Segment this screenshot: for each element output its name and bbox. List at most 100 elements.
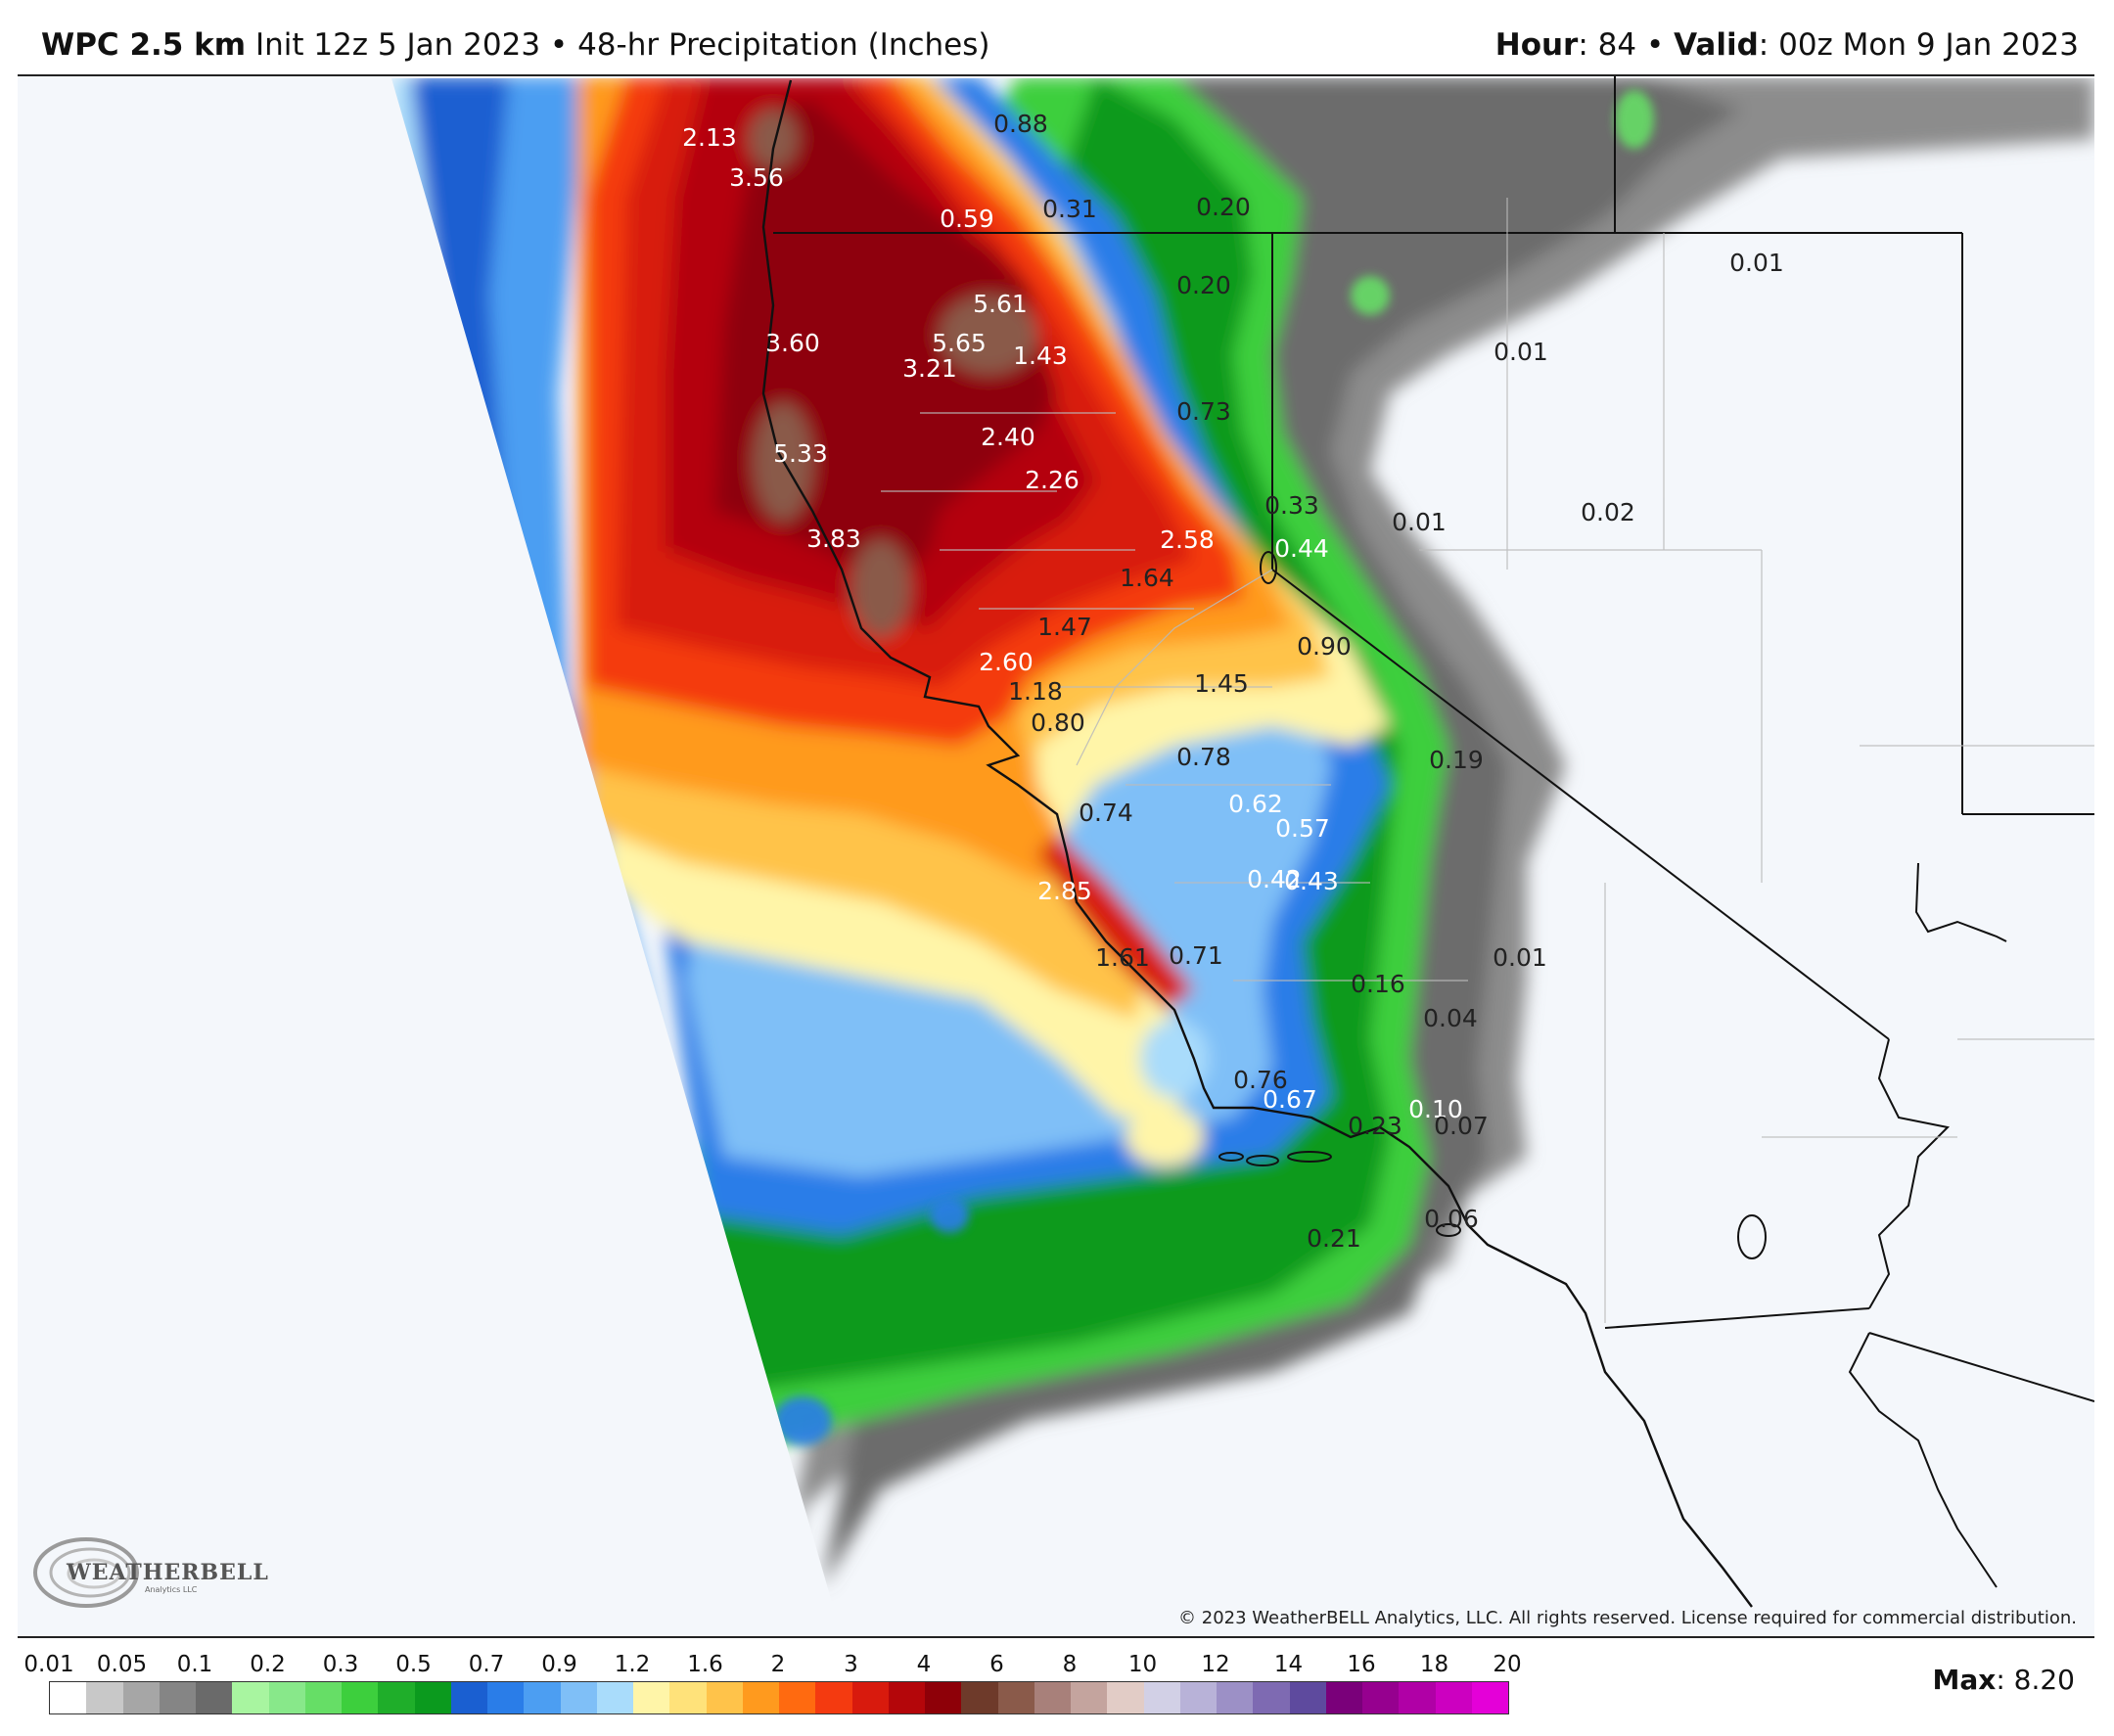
precip-value-label: 0.19: [1429, 746, 1484, 774]
legend-swatch: [851, 1682, 889, 1713]
precip-value-label: 3.21: [902, 354, 957, 383]
legend-swatch: [268, 1682, 305, 1713]
channel-islands: [1218, 1151, 1461, 1237]
color-legend: 0.01 0.05 0.1 0.2 0.3 0.5 0.7 0.9 1.2 1.6 2 3 4 6 8 10 1…: [0, 1640, 2114, 1736]
precip-value-label: 0.90: [1297, 632, 1352, 661]
coastline: [761, 79, 1753, 1608]
legend-swatch: [961, 1682, 998, 1713]
legend-swatch: [86, 1682, 123, 1713]
precip-value-label: 2.13: [682, 123, 737, 152]
logo-swirl-icon: [33, 1537, 139, 1608]
legend-swatch: [487, 1682, 525, 1713]
precip-value-label: 2.40: [981, 423, 1035, 451]
legend-swatch: [925, 1682, 962, 1713]
legend-swatch: [633, 1682, 670, 1713]
precip-value-label: 0.80: [1031, 708, 1085, 737]
legend-color-bar: [49, 1681, 1509, 1714]
precip-value-label: 0.10: [1408, 1095, 1463, 1123]
legend-tick-label: 0.9: [541, 1652, 577, 1677]
header-left: WPC 2.5 km Init 12z 5 Jan 2023 • 48-hr P…: [41, 27, 989, 63]
legend-swatch: [450, 1682, 487, 1713]
legend-swatch: [196, 1682, 233, 1713]
legend-swatch: [779, 1682, 816, 1713]
precip-value-label: 1.47: [1037, 613, 1092, 641]
legend-swatch: [159, 1682, 196, 1713]
separator-2: •: [1645, 27, 1665, 63]
weatherbell-logo: WEATHERBELL Analytics LLC: [27, 1529, 268, 1626]
precip-value-label: 0.57: [1275, 814, 1330, 843]
legend-tick-label: 1.2: [614, 1652, 651, 1677]
legend-tick-label: 4: [916, 1652, 932, 1677]
precip-value-label: 0.01: [1494, 338, 1548, 366]
county-lines: [881, 198, 2094, 1323]
max-label: Max: [1932, 1664, 1997, 1696]
precip-value-label: 0.02: [1581, 498, 1635, 526]
precip-value-label: 0.01: [1729, 249, 1784, 277]
precip-value-label: 0.23: [1348, 1112, 1402, 1140]
legend-swatch: [997, 1682, 1034, 1713]
precip-value-label: 0.04: [1423, 1004, 1478, 1032]
legend-swatch: [232, 1682, 269, 1713]
max-value-box: Max: 8.20: [1932, 1664, 2075, 1696]
precip-value-label: 0.31: [1042, 195, 1097, 223]
precip-value-label: 5.65: [932, 329, 987, 357]
logo-subtext: Analytics LLC: [145, 1585, 198, 1594]
legend-swatch: [414, 1682, 451, 1713]
precip-value-label: 0.43: [1284, 867, 1339, 895]
legend-tick-label: 14: [1273, 1652, 1304, 1677]
legend-swatch: [1253, 1682, 1290, 1713]
precip-value-label: 0.88: [993, 110, 1048, 138]
precip-value-label: 0.16: [1351, 970, 1405, 998]
legend-swatch: [1143, 1682, 1180, 1713]
precip-value-label: 0.67: [1263, 1085, 1317, 1114]
precip-value-label: 2.26: [1025, 466, 1080, 494]
precip-value-label: 0.20: [1176, 271, 1231, 299]
precip-value-label: 3.56: [729, 163, 784, 192]
legend-tick-label: 0.5: [395, 1652, 432, 1677]
legend-swatch: [669, 1682, 707, 1713]
precip-value-label: 0.44: [1274, 534, 1329, 563]
precip-value-label: 0.62: [1228, 790, 1283, 818]
precip-value-label: 0.01: [1493, 943, 1547, 972]
precip-value-label: 0.42: [1247, 865, 1302, 893]
legend-swatch: [1071, 1682, 1108, 1713]
precip-value-label: 2.60: [979, 648, 1034, 676]
copyright-notice: © 2023 WeatherBELL Analytics, LLC. All r…: [1178, 1608, 2077, 1628]
precip-value-label: 5.33: [773, 439, 828, 468]
precip-value-label: 0.21: [1307, 1224, 1361, 1253]
legend-swatch: [304, 1682, 342, 1713]
legend-tick-label: 0.01: [23, 1652, 74, 1677]
precip-value-label: 1.61: [1095, 943, 1150, 972]
precip-value-label: 1.64: [1120, 564, 1174, 592]
lake-tahoe: [1260, 551, 1277, 584]
legend-swatch: [1399, 1682, 1436, 1713]
legend-tick-label: 12: [1201, 1652, 1230, 1677]
map-panel: 2.13 3.56 0.88 0.59 0.31 0.20 0.20 0.01 5.61 5.65…: [18, 74, 2094, 1638]
precip-value-label: 3.83: [806, 525, 861, 553]
legend-tick-label: 0.1: [176, 1652, 213, 1677]
init-time: Init 12z 5 Jan 2023: [254, 27, 541, 63]
separator: •: [549, 27, 569, 63]
legend-swatch: [342, 1682, 379, 1713]
valid-label: Valid: [1674, 27, 1759, 63]
precip-value-label: 0.76: [1233, 1066, 1288, 1094]
legend-tick-label: 18: [1419, 1652, 1449, 1677]
legend-swatch: [1362, 1682, 1400, 1713]
hour-label: Hour: [1494, 27, 1579, 63]
state-boundaries: [773, 76, 2094, 1588]
legend-swatch: [1107, 1682, 1144, 1713]
value-labels: 2.13 3.56 0.88 0.59 0.31 0.20 0.20 0.01 5.61 5.65…: [682, 110, 1784, 1253]
legend-tick-label: 0.7: [468, 1652, 505, 1677]
logo-text: WEATHERBELL: [67, 1560, 269, 1585]
legend-tick-label: 0.2: [250, 1652, 286, 1677]
legend-tick-label: 1.6: [687, 1652, 723, 1677]
legend-swatch: [815, 1682, 852, 1713]
header-right: Hour: 84 • Valid: 00z Mon 9 Jan 2023: [1495, 27, 2079, 63]
legend-tick-label: 0.3: [322, 1652, 359, 1677]
legend-swatch: [122, 1682, 160, 1713]
legend-swatch: [706, 1682, 743, 1713]
legend-tick-label: 3: [844, 1652, 858, 1677]
legend-swatch: [1325, 1682, 1362, 1713]
precip-value-label: 1.43: [1013, 342, 1068, 370]
legend-swatch: [1435, 1682, 1472, 1713]
